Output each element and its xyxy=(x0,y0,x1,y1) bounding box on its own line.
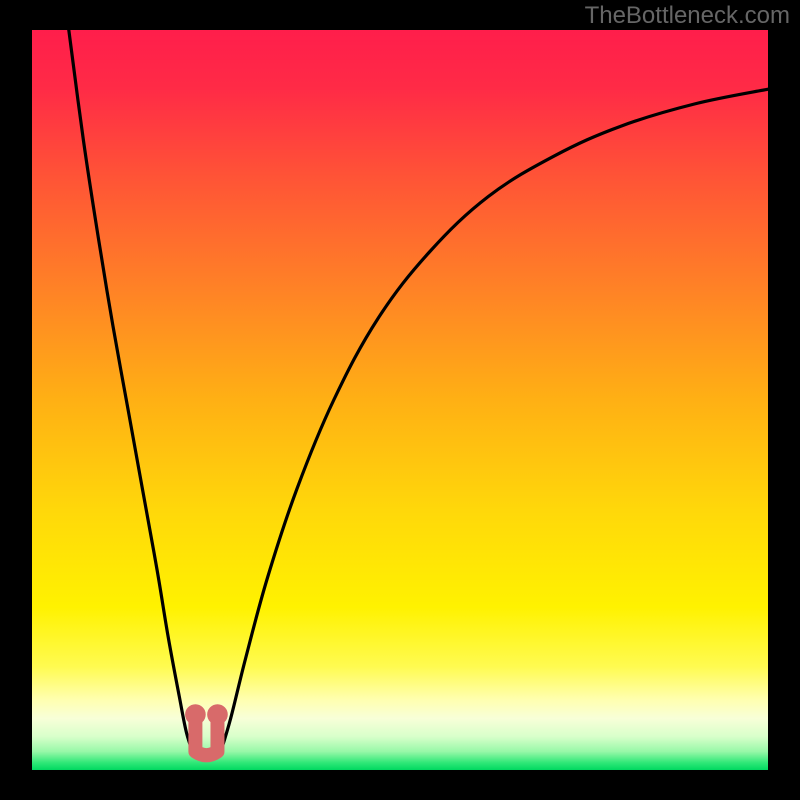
plot-background xyxy=(32,30,768,770)
marker-cap-right xyxy=(207,704,228,725)
bottleneck-chart xyxy=(0,0,800,800)
marker-cap-left xyxy=(185,704,206,725)
chart-container: TheBottleneck.com xyxy=(0,0,800,800)
